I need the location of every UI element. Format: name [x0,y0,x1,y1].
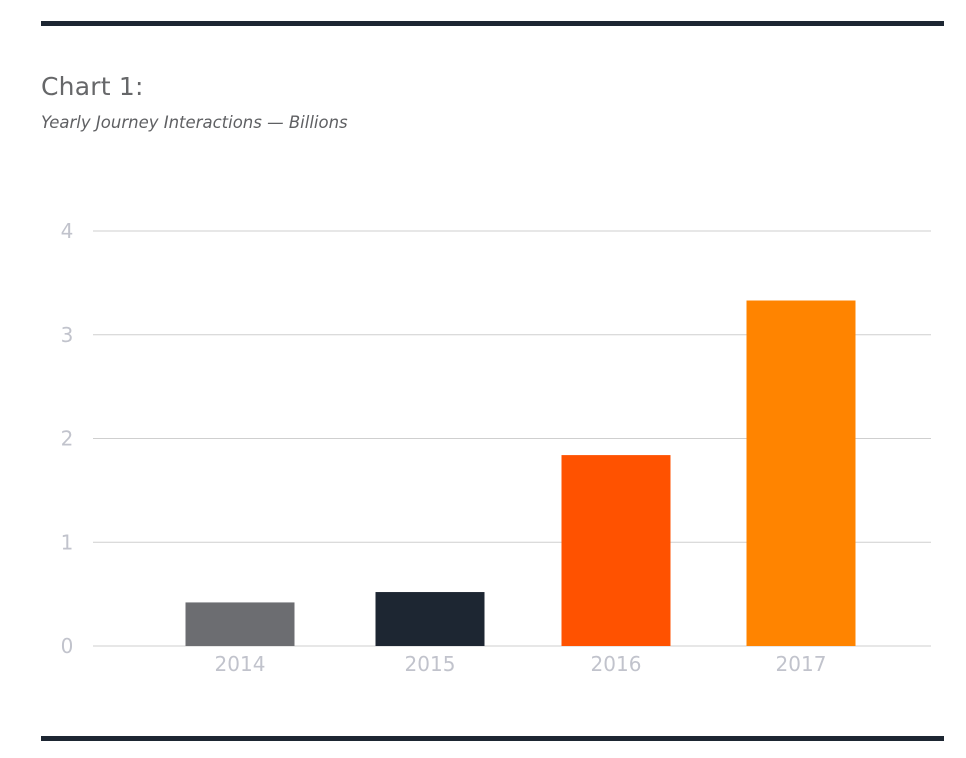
y-tick-label: 2 [61,427,74,451]
y-tick-label: 1 [61,530,74,554]
y-tick-label: 3 [61,323,74,347]
bar [185,602,295,646]
bar [375,592,485,646]
chart-title: Chart 1: [41,72,144,101]
y-tick-label: 0 [61,634,74,658]
chart-subtitle: Yearly Journey Interactions — Billions [41,113,348,132]
bar [561,455,671,646]
x-tick-label: 2016 [591,652,642,676]
x-tick-label: 2014 [215,652,266,676]
bottom-divider [41,736,944,741]
y-tick-label: 4 [61,219,74,243]
x-tick-label: 2015 [405,652,456,676]
bar [746,300,856,646]
top-divider [41,21,944,26]
x-tick-label: 2017 [776,652,827,676]
